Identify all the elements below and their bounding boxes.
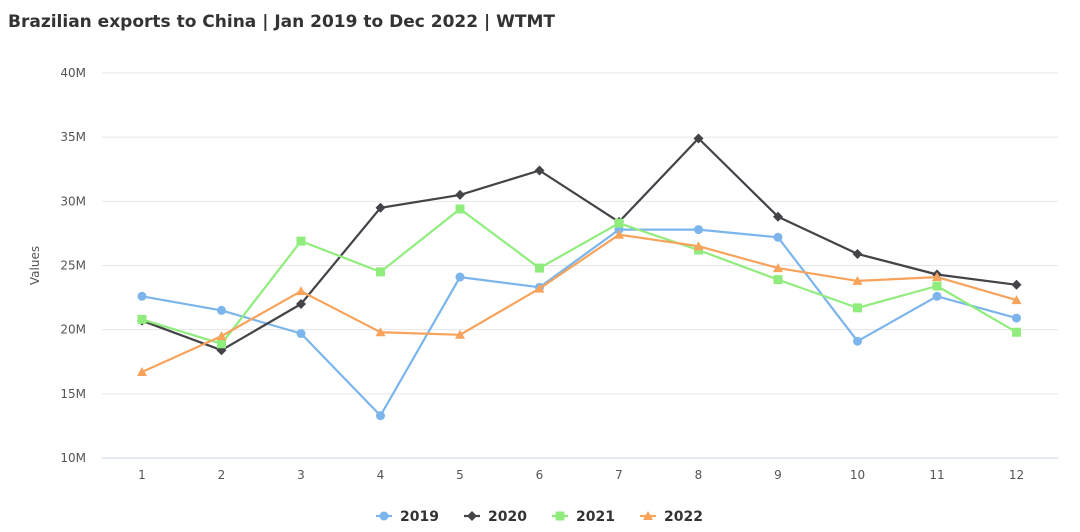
- data-point-2020: [455, 189, 465, 200]
- series-line-2020: [140, 137, 1018, 352]
- legend-item-2021[interactable]: 2021: [552, 509, 615, 525]
- data-point-2021: [455, 204, 465, 214]
- data-point-2021: [137, 314, 147, 324]
- data-point-2021: [932, 281, 942, 291]
- data-point-2019: [932, 291, 942, 301]
- data-point-2021: [535, 263, 544, 273]
- legend: 2019 2020 2021 2022: [376, 509, 703, 525]
- data-point-2019: [217, 305, 226, 315]
- x-tick-label: 9: [774, 468, 782, 482]
- data-point-2019: [773, 232, 783, 242]
- data-point-2019: [853, 336, 862, 346]
- y-axis-title: Values: [28, 246, 42, 285]
- data-point-2021: [614, 218, 624, 228]
- data-point-2022: [455, 329, 465, 339]
- data-point-2019: [455, 272, 465, 282]
- y-tick-label: 40M: [60, 66, 86, 80]
- legend-item-2020[interactable]: 2020: [464, 509, 527, 525]
- legend-marker-2020: [467, 511, 477, 521]
- legend-label-2020: 2020: [488, 509, 527, 525]
- data-point-2022: [296, 286, 306, 296]
- legend-item-2019[interactable]: 2019: [376, 509, 439, 525]
- legend-marker-2019: [379, 511, 389, 521]
- data-point-2019: [137, 291, 147, 301]
- series-2020: [137, 133, 1022, 356]
- data-point-2022: [375, 327, 386, 337]
- y-tick-label: 30M: [60, 194, 86, 208]
- x-tick-label: 7: [615, 468, 623, 482]
- x-tick-label: 2: [218, 468, 226, 482]
- series-2019: [137, 225, 1021, 421]
- data-point-2020: [773, 211, 783, 222]
- data-point-2021: [853, 303, 862, 313]
- data-point-2021: [217, 339, 226, 349]
- data-point-2020: [534, 165, 545, 176]
- x-tick-label: 3: [297, 468, 305, 482]
- data-point-2019: [296, 329, 306, 339]
- series-lines: [137, 133, 1022, 421]
- x-tick-label: 12: [1009, 468, 1024, 482]
- legend-label-2019: 2019: [400, 509, 439, 525]
- x-tick-label: 1: [138, 468, 146, 482]
- data-point-2021: [773, 275, 783, 285]
- series-line-2022: [140, 233, 1018, 374]
- series-2022: [137, 229, 1022, 377]
- data-point-2022: [534, 283, 545, 293]
- data-point-2022: [852, 275, 863, 285]
- data-point-2022: [1011, 295, 1022, 305]
- y-tick-label: 10M: [60, 451, 86, 465]
- data-point-2021: [376, 267, 385, 277]
- grid-lines: [102, 72, 1058, 395]
- chart-title: Brazilian exports to China | Jan 2019 to…: [8, 12, 555, 32]
- x-tick-label: 5: [456, 468, 464, 482]
- data-point-2022: [137, 367, 147, 377]
- data-point-2019: [376, 411, 385, 421]
- data-point-2020: [1011, 279, 1022, 290]
- data-point-2022: [216, 331, 227, 341]
- data-point-2021: [1012, 327, 1021, 337]
- y-tick-label: 25M: [60, 259, 86, 273]
- data-point-2019: [694, 225, 703, 235]
- legend-marker-2021: [555, 511, 565, 521]
- series-2021: [137, 204, 1021, 349]
- x-tick-label: 10: [850, 468, 865, 482]
- data-point-2020: [693, 133, 704, 144]
- data-point-2022: [693, 241, 704, 251]
- x-tick-label: 4: [377, 468, 385, 482]
- data-point-2019: [1012, 313, 1021, 323]
- x-tick-label: 11: [929, 468, 944, 482]
- y-tick-label: 15M: [60, 387, 86, 401]
- legend-item-2022[interactable]: 2022: [640, 509, 703, 525]
- data-point-2020: [852, 248, 863, 259]
- series-line-2019: [140, 228, 1018, 417]
- y-tick-label: 20M: [60, 323, 86, 337]
- data-point-2020: [375, 202, 386, 213]
- y-tick-label: 35M: [60, 130, 86, 144]
- data-point-2022: [932, 272, 942, 282]
- series-line-2021: [140, 207, 1018, 345]
- legend-label-2021: 2021: [576, 509, 615, 525]
- data-point-2020: [296, 299, 306, 309]
- data-point-2022: [614, 229, 624, 239]
- data-point-2021: [296, 236, 306, 246]
- x-tick-label: 8: [695, 468, 703, 482]
- x-tick-label: 6: [536, 468, 544, 482]
- data-point-2022: [773, 263, 783, 273]
- legend-label-2022: 2022: [664, 509, 703, 525]
- legend-marker-2022: [643, 511, 653, 520]
